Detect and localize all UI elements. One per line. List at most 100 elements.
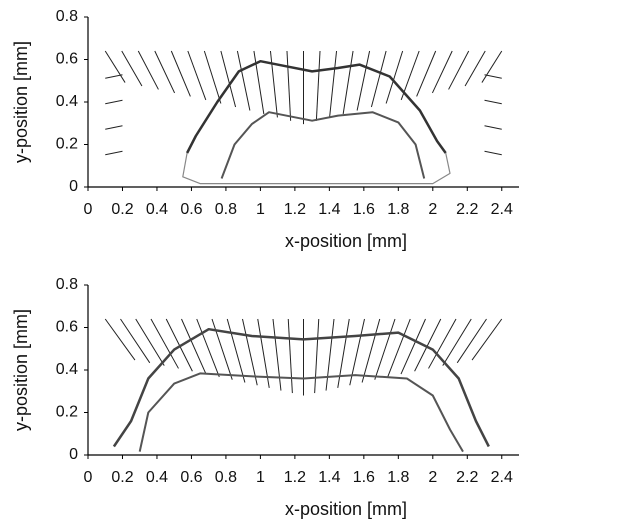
x-tick-label: 2.2 — [456, 201, 478, 218]
flow-line — [414, 318, 442, 372]
flow-line — [269, 50, 278, 118]
x-tick-label: 0.6 — [180, 469, 202, 486]
x-tick-label: 0.8 — [215, 469, 237, 486]
x-tick-label: 0.4 — [146, 469, 168, 486]
y-tick-label: 0.6 — [56, 51, 78, 68]
y-tick-label: 0.4 — [56, 93, 78, 110]
flow-line — [484, 74, 502, 79]
flow-line — [484, 125, 502, 130]
flow-line — [121, 50, 143, 87]
flow-line — [428, 318, 457, 369]
flow-line — [481, 50, 503, 83]
flow-line — [356, 50, 371, 111]
flow-line — [325, 318, 335, 391]
flow-line — [135, 318, 165, 366]
flow-line — [464, 50, 486, 87]
y-tick-label: 0.6 — [56, 319, 78, 336]
flow-line — [370, 50, 387, 108]
x-tick-label: 2.4 — [491, 469, 513, 486]
inner-boundary — [138, 372, 464, 453]
inner-boundary — [220, 111, 426, 179]
flow-line — [484, 150, 502, 156]
x-tick-label: 1.8 — [387, 201, 409, 218]
x-tick-label: 1 — [256, 469, 265, 486]
flow-line — [471, 318, 503, 361]
flow-line — [104, 318, 136, 361]
x-tick-label: 0.6 — [180, 201, 202, 218]
x-tick-label: 1.2 — [284, 469, 306, 486]
flow-line — [181, 318, 207, 375]
x-tick-label: 1.2 — [284, 201, 306, 218]
y-tick-label: 0.2 — [56, 404, 78, 421]
flow-line — [196, 318, 220, 378]
flow-line — [253, 50, 265, 115]
y-tick-label: 0.8 — [56, 8, 78, 25]
flow-line — [361, 318, 381, 383]
flow-line — [314, 318, 320, 394]
x-tick-label: 1.6 — [353, 469, 375, 486]
y-tick-label: 0.2 — [56, 136, 78, 153]
x-tick-label: 0 — [84, 469, 93, 486]
x-tick-label: 0.2 — [111, 469, 133, 486]
flow-line — [442, 318, 472, 366]
flow-line — [374, 318, 396, 380]
flow-line — [105, 99, 123, 105]
melt-boundary — [112, 327, 490, 448]
flow-line — [385, 50, 404, 104]
flow-line — [105, 125, 123, 130]
flow-line — [431, 50, 453, 94]
flow-line — [342, 50, 354, 115]
flow-line — [120, 318, 151, 364]
flow-line — [400, 318, 426, 375]
x-axis-label: x-position [mm] — [285, 499, 407, 519]
flow-line — [484, 99, 502, 105]
x-tick-label: 1.4 — [318, 201, 340, 218]
flow-line — [170, 50, 191, 97]
flow-line — [203, 50, 222, 104]
y-tick-label: 0 — [69, 446, 78, 463]
flow-line — [211, 318, 233, 380]
flow-line — [236, 50, 251, 111]
flow-line — [329, 50, 338, 118]
x-tick-label: 2 — [428, 201, 437, 218]
flow-line — [137, 50, 159, 90]
flow-line — [272, 318, 282, 391]
flow-line — [226, 318, 246, 383]
x-tick-label: 2.2 — [456, 469, 478, 486]
flow-line — [416, 50, 437, 97]
x-tick-label: 1.4 — [318, 469, 340, 486]
flow-line — [187, 50, 207, 101]
flow-line — [154, 50, 176, 94]
flow-line — [387, 318, 411, 378]
flow-line — [315, 50, 321, 121]
flow-line — [150, 318, 179, 369]
flow-line — [105, 74, 123, 79]
flow-line — [349, 318, 365, 386]
flow-line — [104, 50, 126, 83]
flow-line — [287, 318, 293, 394]
outline — [182, 152, 451, 185]
flow-line — [448, 50, 470, 90]
flow-line — [456, 318, 487, 364]
y-axis-label: y-position [mm] — [11, 41, 31, 163]
flow-line — [220, 50, 237, 108]
x-tick-label: 0.2 — [111, 201, 133, 218]
y-axis-label: y-position [mm] — [11, 309, 31, 431]
flow-line — [242, 318, 258, 386]
x-tick-label: 1.8 — [387, 469, 409, 486]
y-tick-label: 0 — [69, 178, 78, 195]
x-tick-label: 0.4 — [146, 201, 168, 218]
x-axis-label: x-position [mm] — [285, 231, 407, 251]
x-tick-label: 2 — [428, 469, 437, 486]
flow-line — [337, 318, 350, 388]
melt-boundary — [185, 59, 447, 154]
y-tick-label: 0.4 — [56, 361, 78, 378]
y-tick-label: 0.8 — [56, 276, 78, 293]
x-tick-label: 1.6 — [353, 201, 375, 218]
x-tick-label: 0.8 — [215, 201, 237, 218]
x-tick-label: 1 — [256, 201, 265, 218]
flow-line — [105, 150, 123, 156]
x-tick-label: 2.4 — [491, 201, 513, 218]
flow-line — [286, 50, 292, 121]
